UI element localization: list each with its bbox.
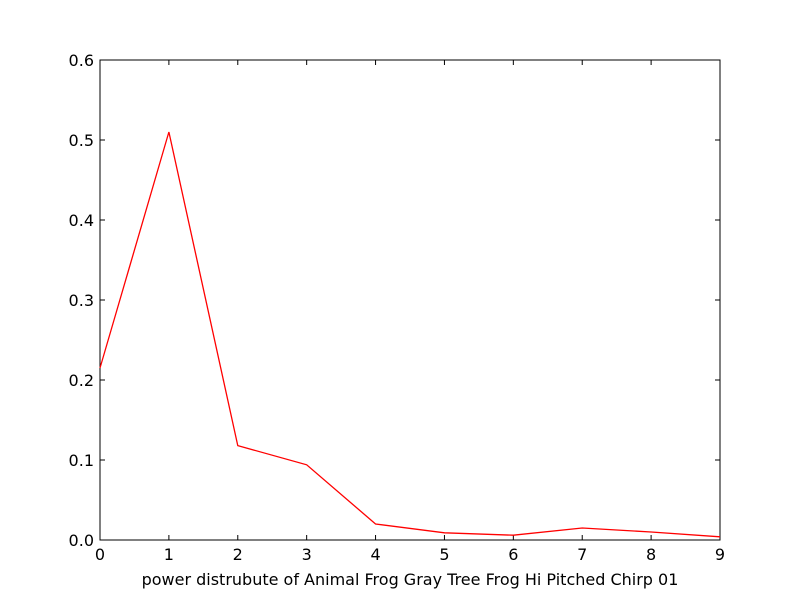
x-tick-label: 6: [508, 545, 518, 564]
x-axis-label: power distrubute of Animal Frog Gray Tre…: [142, 570, 679, 589]
y-tick-label: 0.1: [69, 451, 94, 470]
plot-frame: [99, 59, 721, 541]
series-layer: [99, 131, 721, 538]
x-tick-label: 5: [439, 545, 449, 564]
plot-area: 0 1 2 3 4 5 6 7 8 9 0.0 0.1 0.2 0.3 0.4 0.5 0.6: [69, 51, 726, 564]
x-tick-label: 9: [715, 545, 725, 564]
y-axis-ticks: 0.0 0.1 0.2 0.3 0.4 0.5 0.6: [69, 51, 720, 550]
y-tick-label: 0.4: [69, 211, 94, 230]
y-tick-label: 0.2: [69, 371, 94, 390]
x-tick-label: 3: [302, 545, 312, 564]
x-tick-label: 2: [233, 545, 243, 564]
x-tick-label: 7: [577, 545, 587, 564]
x-tick-label: 8: [646, 545, 656, 564]
x-tick-label: 1: [164, 545, 174, 564]
y-tick-label: 0.3: [69, 291, 94, 310]
series-line: [99, 131, 721, 538]
y-tick-label: 0.6: [69, 51, 94, 70]
x-tick-label: 0: [95, 545, 105, 564]
y-tick-label: 0.0: [69, 531, 94, 550]
x-tick-label: 4: [370, 545, 380, 564]
y-tick-label: 0.5: [69, 131, 94, 150]
x-axis-ticks: 0 1 2 3 4 5 6 7 8 9: [95, 60, 725, 564]
